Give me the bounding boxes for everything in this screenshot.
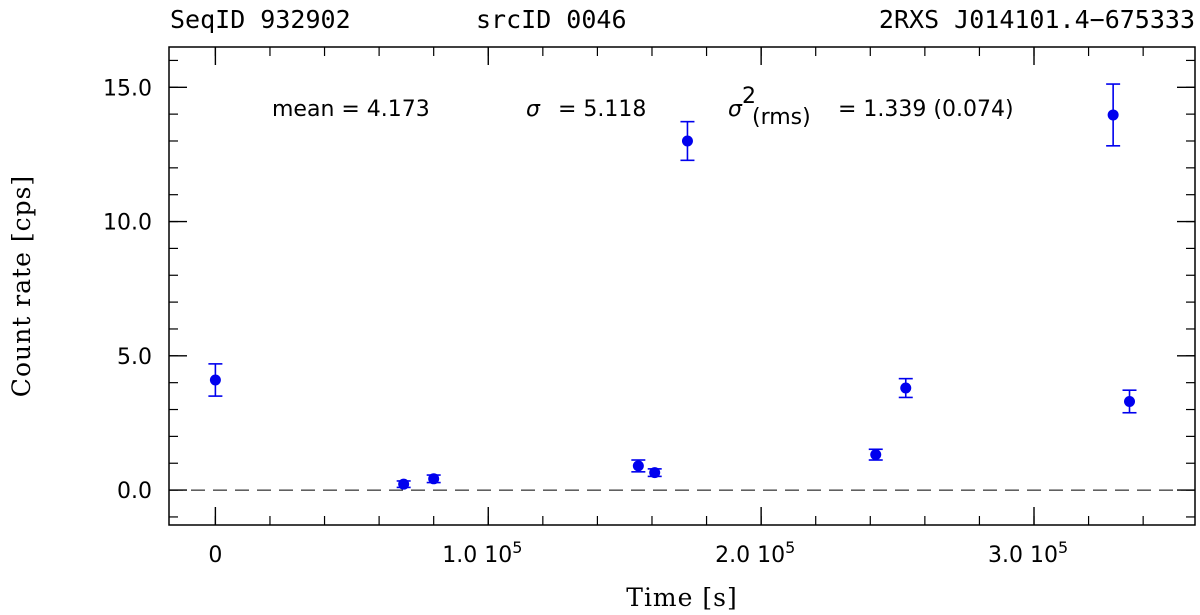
x-tick-label: 0 (208, 543, 222, 568)
x-tick-label: 1.0 105 (442, 538, 522, 568)
data-point (898, 377, 913, 399)
data-marker (428, 473, 440, 485)
x-tick-label: 3.0 105 (988, 538, 1068, 568)
y-tick-label: 15.0 (103, 76, 152, 101)
data-point (396, 478, 411, 490)
y-tick-label: 0.0 (117, 479, 152, 504)
data-marker (209, 374, 221, 386)
axes-ticks: 0 1.0 105 2.0 105 3.0 105 0.0 5.0 10.0 15.0 (103, 47, 1195, 568)
data-marker (681, 135, 693, 147)
rms-stat: = 1.339 (0.074) (838, 97, 1014, 122)
data-marker (632, 460, 644, 472)
x-axis-title: Time [s] (626, 583, 737, 612)
data-marker (900, 382, 912, 394)
data-points (208, 83, 1137, 490)
sigma-stat: = 5.118 (558, 97, 646, 122)
data-point (631, 459, 646, 473)
data-point (1106, 83, 1121, 147)
data-point (1122, 389, 1137, 414)
data-marker (398, 478, 410, 490)
data-point (426, 473, 441, 485)
data-point (680, 120, 695, 162)
y-tick-label: 5.0 (117, 345, 152, 370)
data-point (208, 363, 223, 397)
data-marker (649, 467, 661, 479)
y-tick-label: 10.0 (103, 211, 152, 236)
data-marker (870, 449, 882, 461)
source-name: 2RXS J014101.4−675333 (879, 5, 1195, 34)
rms-subscript: (rms) (752, 105, 811, 130)
data-point (647, 467, 662, 479)
rms-sigma-symbol: σ (728, 97, 743, 122)
x-tick-label: 2.0 105 (715, 538, 795, 568)
plot-frame (168, 46, 1196, 526)
y-axis-title: Count rate [cps] (7, 175, 36, 397)
sigma-symbol: σ (526, 97, 541, 122)
mean-stat: mean = 4.173 (272, 97, 430, 122)
src-id: srcID 0046 (476, 5, 627, 34)
rms-superscript: 2 (742, 84, 756, 109)
data-point (868, 448, 883, 461)
data-marker (1107, 109, 1119, 121)
seq-id: SeqID 932902 (170, 5, 351, 34)
data-marker (1124, 395, 1136, 407)
